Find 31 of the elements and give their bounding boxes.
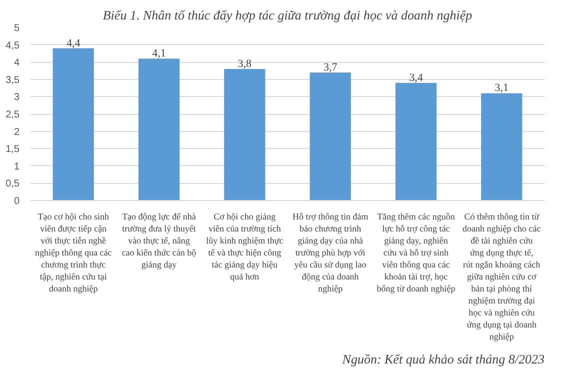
bar: [52, 48, 94, 200]
y-tick-label: 2,5: [6, 110, 20, 120]
y-tick-label: 0,5: [6, 178, 20, 190]
bar: [310, 72, 351, 200]
x-tick-label: Tạo động lực để nhà trường đưa lý thuyết vào thực tế, nâng cao kiến thức cán bộ giảng dạy: [122, 212, 197, 270]
data-label: 3,8: [238, 58, 252, 70]
data-label: 4,1: [152, 48, 166, 60]
bar: [395, 82, 437, 200]
data-label: 3,4: [409, 72, 424, 84]
x-tick-label: Tăng thêm các nguồn lực hỗ trợ công tác giảng dạy, nghiên cứu và hỗ trợ sinh viên thông qua các khoản tài trợ, học bổng từ doanh nghiệp: [376, 212, 456, 294]
y-tick-label: 0: [14, 196, 20, 207]
bar: [481, 93, 522, 200]
y-tick-label: 3,5: [6, 74, 20, 86]
x-tick-label: Cơ hội cho giảng viên của trường tích lũy kinh nghiệm thực tế và thực hiện công tác giảng dạy hiệu quả hơn: [206, 212, 284, 282]
y-tick-label: 2: [14, 126, 20, 138]
y-tick-label: 1,5: [6, 144, 20, 156]
bar: [138, 58, 180, 200]
data-label: 3,1: [494, 82, 509, 94]
y-tick-label: 4,5: [6, 40, 20, 52]
data-label: 3,7: [323, 61, 338, 74]
x-tick-label: Tạo cơ hội cho sinh viên được tiếp cận với thực tiễn nghề nghiệp thông qua các chương trình thực tập, nghiên cứu tại doanh nghiệp: [34, 212, 112, 294]
category-label: Có thêm thông tin từ doanh nghiệp cho các đề tài nghiên cứu ứng dụng thực tế, rút ngắn khoảng cách giữa nghiên cứu cơ bản tại phòng thí nghiệm trường đại học và nghiên cứu ứng dụng tại doanh nghiệp: [462, 212, 541, 342]
chart-title: Biểu 1. Nhân tố thúc đẩy hợp tác giữa trường đại học và doanh nghiệp: [102, 8, 473, 22]
y-tick-label: 1: [14, 161, 20, 172]
y-tick-label: 3: [14, 92, 20, 104]
y-tick-label: 5: [14, 23, 20, 34]
text: Nguồn: Kết quả khảo sát tháng 8/2023: [341, 352, 545, 366]
y-tick-label: 4: [14, 58, 20, 69]
data-label: 4,4: [66, 37, 81, 50]
bar: [224, 69, 266, 200]
x-tick-label: Hỗ trợ thông tin đảm bảo chương trình giảng dạy của nhà trường phù hợp với yêu cầu sử dụng lao động của doanh nghiệp: [292, 212, 368, 294]
